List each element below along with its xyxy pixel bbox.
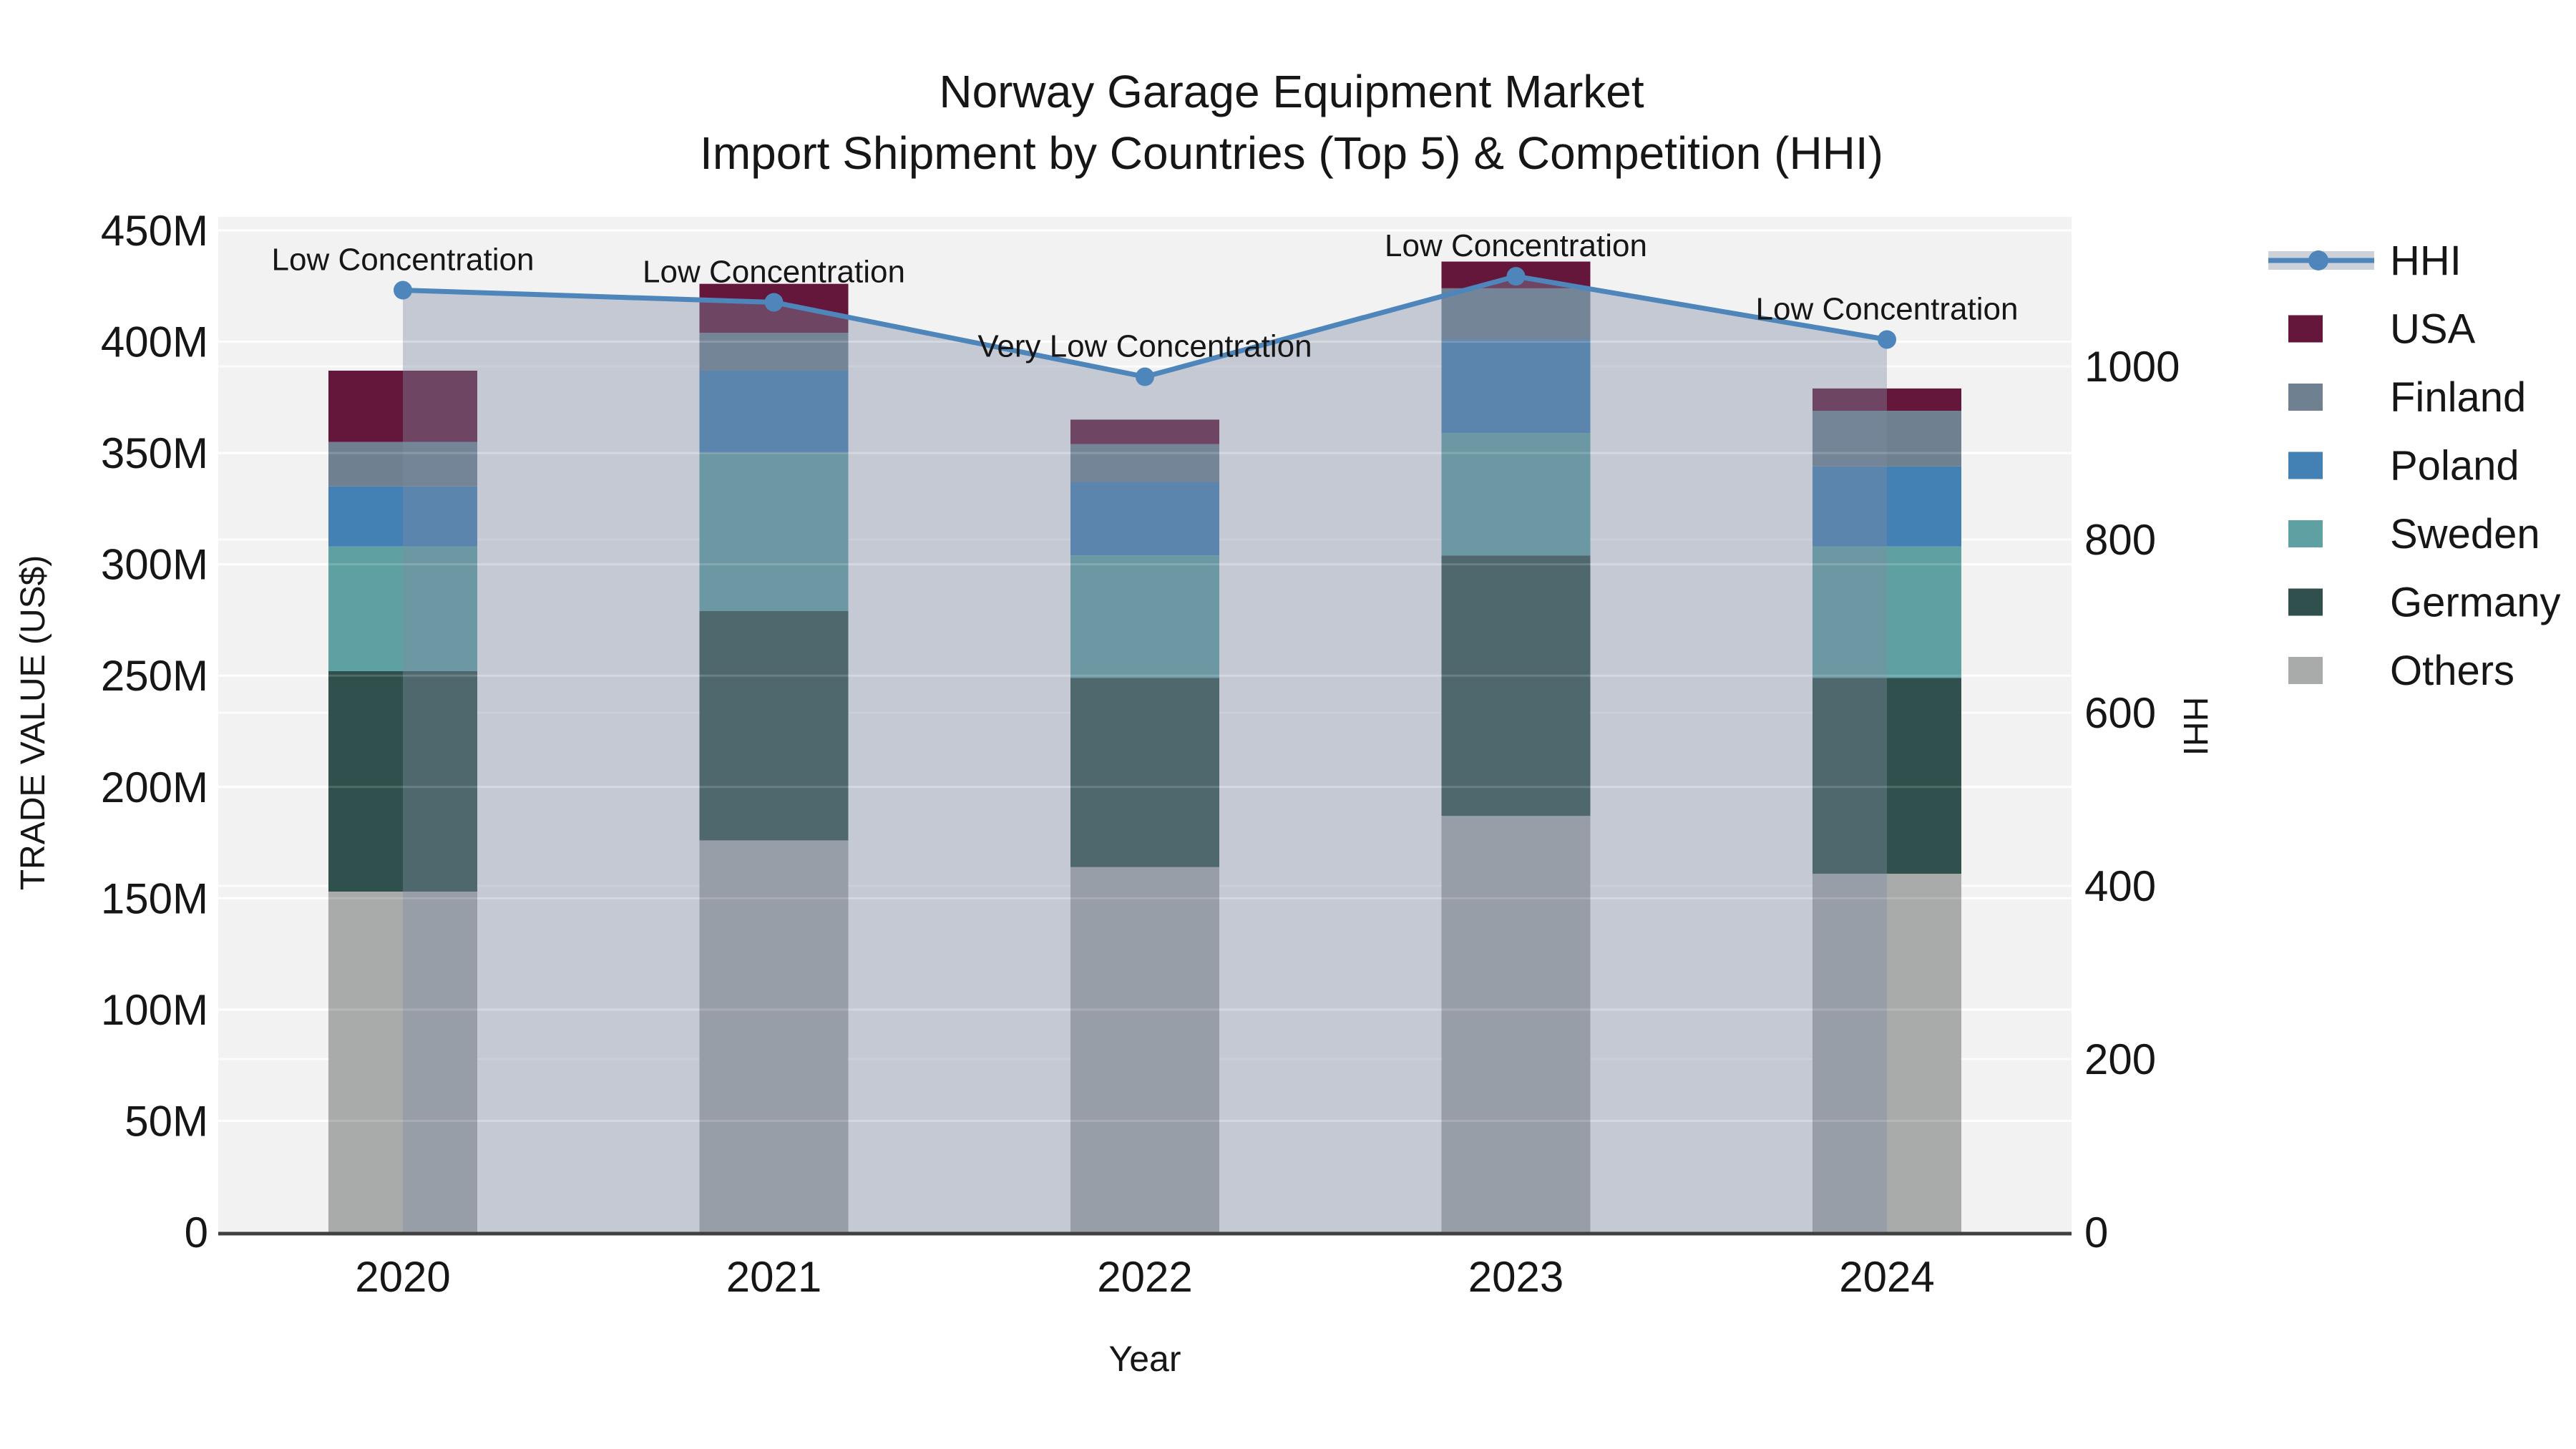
bar-segment-germany-2021 [699, 611, 849, 841]
legend-swatch-others [2288, 657, 2323, 684]
bar-segment-poland-2020 [328, 486, 477, 547]
y-left-tick-label: 450M [101, 207, 208, 255]
y-right-tick-label: 800 [2084, 516, 2156, 564]
y-left-tick-label: 200M [101, 763, 208, 811]
y-right-tick-label: 600 [2084, 689, 2156, 737]
y-left-tick-label: 100M [101, 986, 208, 1034]
x-tick-label-2020: 2020 [355, 1253, 450, 1301]
legend-item-poland: Poland [2288, 443, 2519, 489]
legend-item-usa: USA [2288, 306, 2476, 353]
annotation-2024: Low Concentration [1756, 291, 2019, 326]
legend-swatch-usa [2288, 315, 2323, 343]
bar-segment-finland-2020 [328, 441, 477, 487]
y-right-tick-label: 0 [2084, 1209, 2108, 1257]
legend-item-hhi: HHI [2268, 238, 2462, 284]
chart-title-line2: Import Shipment by Countries (Top 5) & C… [700, 127, 1883, 179]
x-axis-title: Year [1108, 1339, 1181, 1379]
bar-segment-germany-2024 [1813, 678, 1961, 874]
hhi-marker-2024 [1878, 330, 1896, 349]
legend-hhi-marker [2308, 250, 2328, 270]
legend-label-finland: Finland [2390, 374, 2526, 421]
bar-segment-poland-2024 [1813, 466, 1961, 547]
y-right-tick-label: 400 [2084, 862, 2156, 910]
bar-segment-sweden-2024 [1813, 546, 1961, 678]
bar-segment-finland-2021 [699, 333, 849, 371]
bar-segment-others-2020 [328, 892, 477, 1232]
legend: HHI USA Finland Poland Sweden Germany Others [2268, 238, 2561, 694]
bar-segment-poland-2023 [1441, 339, 1591, 434]
legend-item-finland: Finland [2288, 374, 2526, 421]
legend-label-poland: Poland [2390, 443, 2519, 489]
bar-segment-poland-2022 [1070, 482, 1219, 556]
y-right-tick-label: 1000 [2084, 343, 2180, 391]
y-left-tick-label: 400M [101, 318, 208, 366]
bar-segment-others-2022 [1070, 867, 1219, 1232]
bar-segment-usa-2020 [328, 371, 477, 442]
bar-segment-usa-2024 [1813, 388, 1961, 411]
y-right-tick-label: 200 [2084, 1035, 2156, 1083]
hhi-marker-2022 [1136, 367, 1154, 386]
bar-segment-finland-2022 [1070, 444, 1219, 482]
bar-segment-usa-2022 [1070, 419, 1219, 444]
y-axis-title-right: HHI [2176, 697, 2214, 756]
annotation-2023: Low Concentration [1385, 228, 1647, 263]
legend-label-hhi: HHI [2390, 238, 2462, 284]
x-tick-label-2023: 2023 [1468, 1253, 1563, 1301]
legend-swatch-sweden [2288, 520, 2323, 547]
legend-label-usa: USA [2390, 306, 2476, 353]
hhi-marker-2021 [764, 293, 784, 312]
bar-segment-finland-2023 [1441, 288, 1591, 340]
bar-segment-poland-2021 [699, 371, 849, 454]
bar-segment-sweden-2020 [328, 546, 477, 671]
x-tick-label-2022: 2022 [1097, 1253, 1192, 1301]
x-tick-label-2021: 2021 [726, 1253, 821, 1301]
legend-label-sweden: Sweden [2390, 511, 2540, 557]
bar-segment-sweden-2023 [1441, 433, 1591, 556]
bar-segment-germany-2023 [1441, 555, 1591, 816]
y-left-tick-label: 300M [101, 541, 208, 589]
bar-segment-germany-2020 [328, 671, 477, 892]
legend-swatch-germany [2288, 588, 2323, 616]
y-left-tick-label: 250M [101, 652, 208, 700]
bar-segment-finland-2024 [1813, 411, 1961, 467]
y-left-tick-label: 150M [101, 874, 208, 922]
hhi-marker-2023 [1506, 267, 1526, 286]
annotation-2021: Low Concentration [643, 254, 905, 289]
legend-item-sweden: Sweden [2288, 511, 2540, 557]
legend-swatch-poland [2288, 452, 2323, 479]
y-left-tick-label: 50M [125, 1097, 208, 1145]
legend-item-germany: Germany [2288, 580, 2561, 626]
bar-segment-others-2023 [1441, 816, 1591, 1232]
y-axis-title-left: TRADE VALUE (US$) [14, 555, 52, 891]
hhi-marker-2020 [394, 280, 412, 300]
bar-segment-sweden-2022 [1070, 555, 1219, 678]
bar-segment-others-2021 [699, 840, 849, 1232]
annotation-2022: Very Low Concentration [977, 329, 1312, 364]
legend-label-germany: Germany [2390, 580, 2561, 626]
bar-segment-germany-2022 [1070, 678, 1219, 867]
chart-title-line1: Norway Garage Equipment Market [939, 66, 1644, 117]
legend-swatch-finland [2288, 384, 2323, 411]
legend-item-others: Others [2288, 648, 2514, 694]
y-left-tick-label: 0 [185, 1209, 208, 1257]
axes: 0 50M 100M 150M 200M 250M 300M 350M 400M 450M 0 200… [101, 207, 2180, 1301]
bar-segment-sweden-2021 [699, 453, 849, 611]
annotation-2020: Low Concentration [272, 243, 535, 278]
x-tick-label-2024: 2024 [1839, 1253, 1934, 1301]
hhi-area-fill [403, 276, 1887, 1232]
legend-label-others: Others [2390, 648, 2514, 694]
plot-area: Low Concentration Low Concentration Very L… [218, 217, 2072, 1232]
bar-segment-others-2024 [1813, 874, 1961, 1232]
y-left-tick-label: 350M [101, 429, 208, 477]
